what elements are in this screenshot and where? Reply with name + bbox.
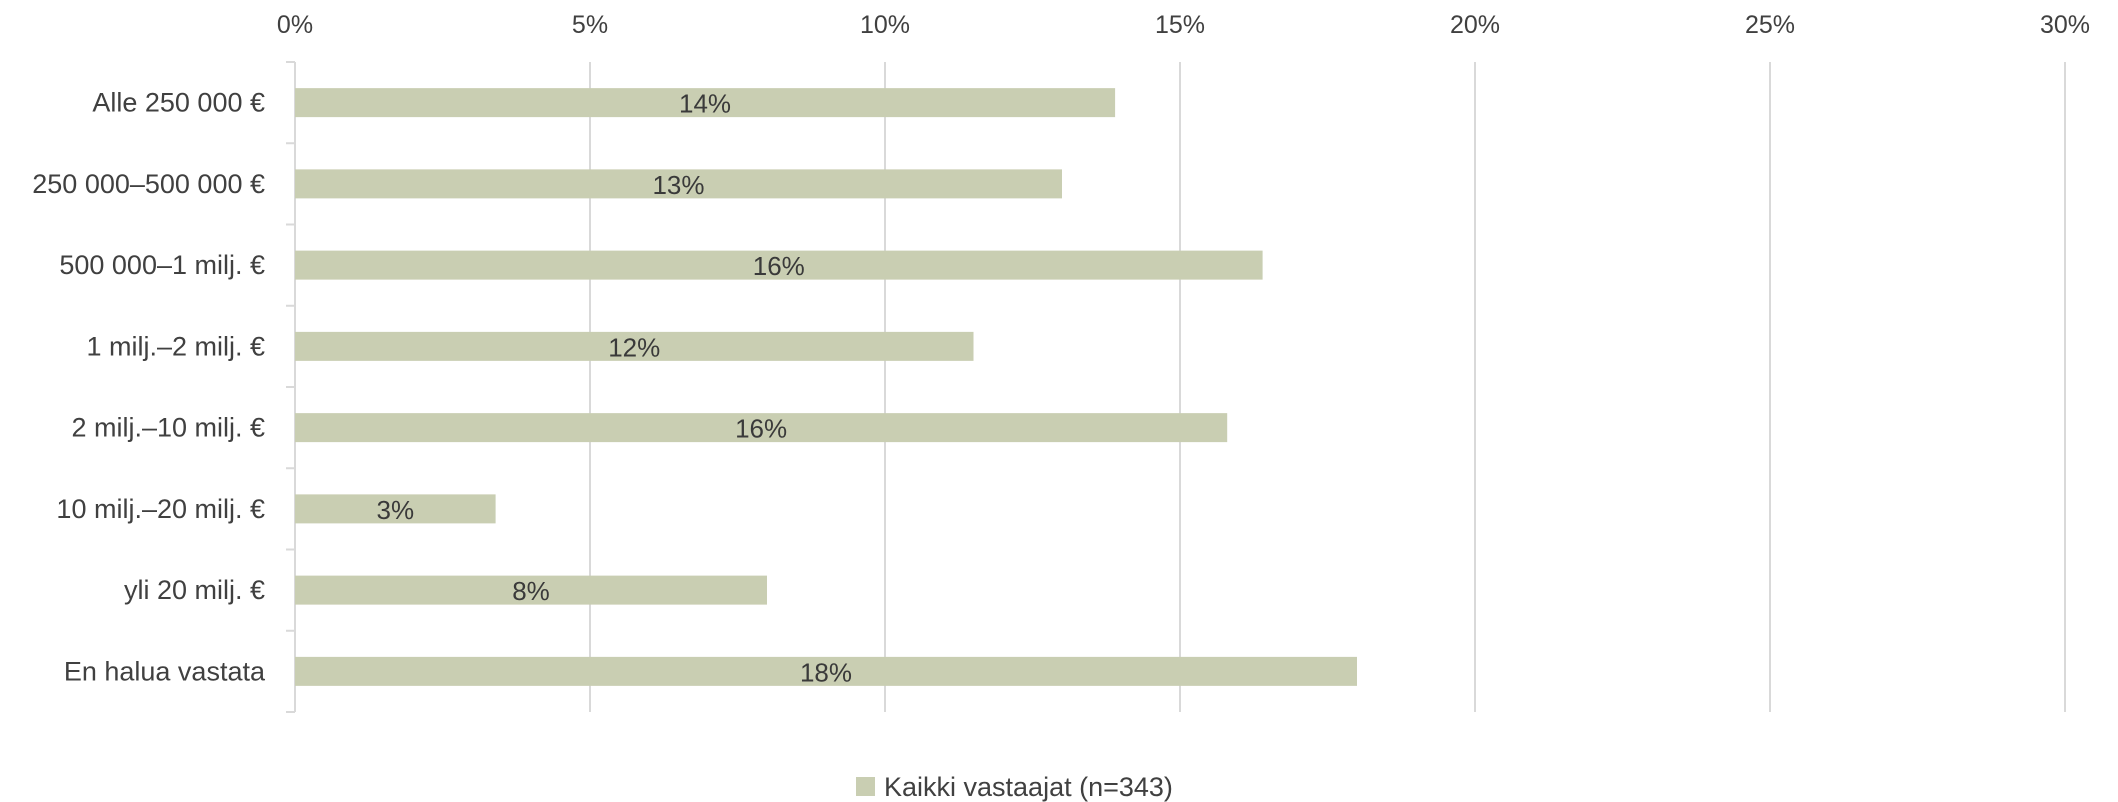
data-label: 16%	[753, 251, 805, 281]
x-tick-label: 10%	[860, 11, 910, 39]
data-label: 13%	[652, 170, 704, 200]
legend-swatch	[856, 777, 875, 796]
bar	[295, 575, 767, 605]
category-label: 500 000–1 milj. €	[59, 250, 265, 280]
category-label: 10 milj.–20 milj. €	[56, 494, 265, 524]
category-label: 1 milj.–2 milj. €	[86, 331, 265, 361]
data-label: 14%	[679, 89, 731, 119]
legend-label: Kaikki vastaajat (n=343)	[884, 772, 1173, 802]
category-labels: Alle 250 000 € 250 000–500 000 € 500 000–1…	[32, 88, 266, 687]
x-tick-label: 5%	[572, 11, 608, 39]
category-label: 2 milj.–10 milj. €	[71, 413, 265, 443]
x-tick-label: 15%	[1155, 11, 1205, 39]
data-label: 16%	[735, 414, 787, 444]
value-axis-ticks: 0% 5% 10% 15% 20% 25% 30%	[277, 11, 2090, 39]
category-label: 250 000–500 000 €	[32, 169, 265, 199]
x-tick-label: 25%	[1745, 11, 1795, 39]
x-tick-label: 30%	[2040, 11, 2090, 39]
gridlines	[589, 62, 2066, 712]
bar	[295, 494, 496, 524]
bar-series	[295, 88, 1357, 686]
bar	[295, 331, 974, 361]
category-label: Alle 250 000 €	[92, 88, 265, 118]
data-label: 18%	[800, 657, 852, 687]
category-label: yli 20 milj. €	[124, 575, 265, 605]
bar	[295, 169, 1062, 199]
bar	[295, 656, 1357, 686]
data-label: 8%	[512, 576, 550, 606]
x-tick-label: 20%	[1450, 11, 1500, 39]
data-label: 3%	[377, 495, 415, 525]
bar	[295, 250, 1263, 280]
bar	[295, 413, 1228, 443]
legend: Kaikki vastaajat (n=343)	[856, 772, 1173, 802]
x-tick-label: 0%	[277, 11, 313, 39]
data-label: 12%	[608, 332, 660, 362]
data-labels: 14% 13% 16% 12% 16% 3% 8% 18%	[377, 89, 853, 688]
category-axis	[286, 61, 296, 713]
bar	[295, 88, 1116, 118]
category-label: En halua vastata	[64, 656, 266, 686]
